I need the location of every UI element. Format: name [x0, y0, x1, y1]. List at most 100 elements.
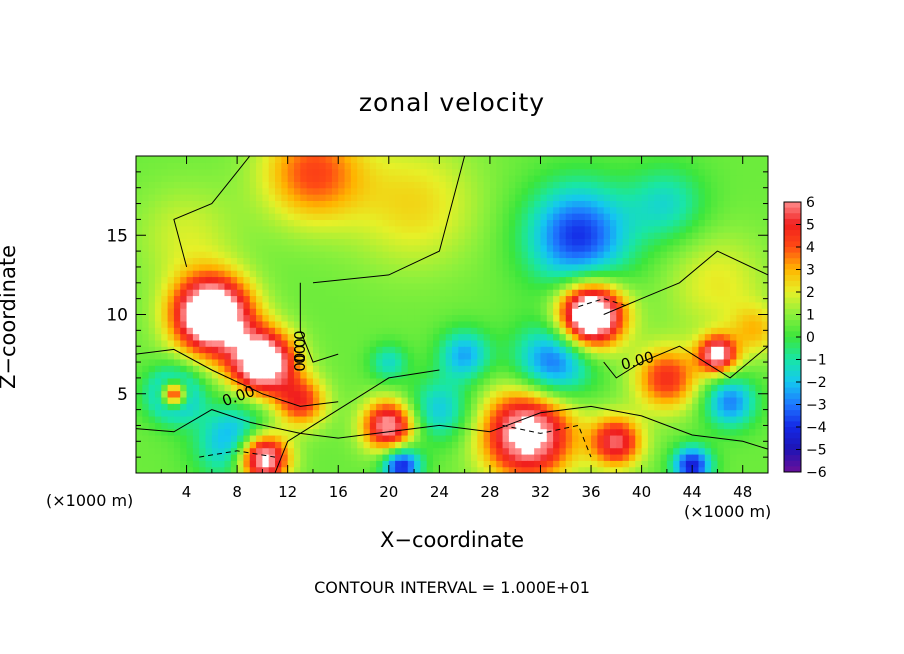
heatmap-cell: [477, 390, 485, 398]
heatmap-cell: [445, 168, 453, 176]
heatmap-cell: [230, 352, 238, 360]
heatmap-cell: [452, 263, 459, 271]
heatmap-cell: [685, 263, 693, 271]
heatmap-cell: [167, 390, 175, 398]
heatmap-cell: [635, 301, 643, 309]
heatmap-cell: [439, 282, 447, 290]
heatmap-cell: [711, 358, 719, 366]
heatmap-cell: [243, 466, 251, 473]
heatmap-cell: [660, 314, 668, 322]
heatmap-cell: [338, 263, 346, 271]
heatmap-cell: [534, 175, 542, 182]
heatmap-cell: [180, 295, 188, 303]
heatmap-cell: [641, 187, 649, 195]
heatmap-cell: [414, 415, 421, 423]
heatmap-cell: [559, 390, 567, 398]
heatmap-cell: [742, 181, 750, 189]
heatmap-cell: [256, 453, 263, 461]
heatmap-cell: [325, 384, 333, 392]
heatmap-cell: [256, 365, 263, 373]
heatmap-cell: [572, 460, 579, 468]
heatmap-cell: [249, 460, 257, 468]
heatmap-cell: [654, 175, 662, 182]
heatmap-cell: [597, 219, 605, 227]
heatmap-cell: [199, 460, 207, 468]
heatmap-cell: [704, 289, 712, 297]
heatmap-cell: [628, 352, 636, 360]
heatmap-cell: [641, 232, 649, 240]
heatmap-cell: [660, 339, 668, 347]
heatmap-cell: [673, 365, 681, 373]
heatmap-cell: [281, 320, 289, 328]
heatmap-cell: [679, 466, 687, 473]
heatmap-cell: [420, 225, 428, 233]
heatmap-cell: [401, 409, 409, 417]
heatmap-cell: [344, 219, 352, 227]
heatmap-cell: [578, 358, 586, 366]
heatmap-cell: [300, 441, 308, 449]
heatmap-cell: [325, 238, 333, 246]
heatmap-cell: [717, 453, 725, 461]
heatmap-cell: [496, 403, 504, 411]
heatmap-cell: [325, 219, 333, 227]
heatmap-cell: [736, 428, 744, 436]
heatmap-cell: [186, 314, 194, 322]
heatmap-cell: [546, 466, 554, 473]
heatmap-cell: [452, 428, 459, 436]
heatmap-cell: [256, 282, 263, 290]
heatmap-cell: [679, 238, 687, 246]
heatmap-cell: [363, 403, 371, 411]
heatmap-cell: [148, 244, 156, 252]
heatmap-cell: [704, 301, 712, 309]
heatmap-cell: [755, 238, 763, 246]
heatmap-cell: [635, 200, 643, 208]
heatmap-cell: [136, 333, 143, 341]
heatmap-cell: [761, 428, 768, 436]
heatmap-cell: [205, 352, 213, 360]
heatmap-cell: [553, 428, 561, 436]
heatmap-cell: [331, 206, 339, 214]
heatmap-cell: [572, 282, 579, 290]
heatmap-cell: [218, 213, 226, 220]
heatmap-cell: [489, 346, 497, 354]
heatmap-cell: [508, 175, 516, 182]
heatmap-cell: [401, 308, 409, 316]
heatmap-cell: [205, 428, 213, 436]
heatmap-cell: [136, 339, 143, 347]
heatmap-cell: [534, 371, 542, 379]
heatmap-cell: [477, 187, 485, 195]
heatmap-cell: [275, 232, 282, 240]
heatmap-cell: [685, 225, 693, 233]
heatmap-cell: [477, 434, 485, 442]
heatmap-cell: [388, 358, 396, 366]
heatmap-cell: [211, 301, 219, 309]
heatmap-cell: [489, 276, 497, 284]
heatmap-cell: [180, 390, 188, 398]
heatmap-cell: [363, 244, 371, 252]
heatmap-cell: [173, 162, 181, 170]
heatmap-cell: [382, 244, 390, 252]
heatmap-cell: [167, 238, 175, 246]
heatmap-cell: [458, 232, 466, 240]
heatmap-cell: [470, 270, 478, 278]
heatmap-cell: [616, 314, 624, 322]
heatmap-cell: [161, 257, 169, 265]
heatmap-cell: [294, 415, 301, 423]
heatmap-cell: [369, 276, 377, 284]
heatmap-cell: [591, 460, 598, 468]
heatmap-cell: [350, 441, 358, 449]
heatmap-cell: [325, 282, 333, 290]
heatmap-cell: [382, 238, 390, 246]
heatmap-cell: [319, 181, 327, 189]
heatmap-cell: [312, 466, 320, 473]
heatmap-cell: [572, 352, 579, 360]
heatmap-cell: [597, 156, 605, 163]
heatmap-cell: [610, 263, 617, 271]
heatmap-cell: [433, 295, 440, 303]
heatmap-cell: [136, 447, 143, 455]
heatmap-cell: [553, 377, 561, 385]
heatmap-cell: [723, 371, 731, 379]
heatmap-cell: [161, 466, 169, 473]
heatmap-cell: [502, 358, 510, 366]
heatmap-cell: [211, 441, 219, 449]
